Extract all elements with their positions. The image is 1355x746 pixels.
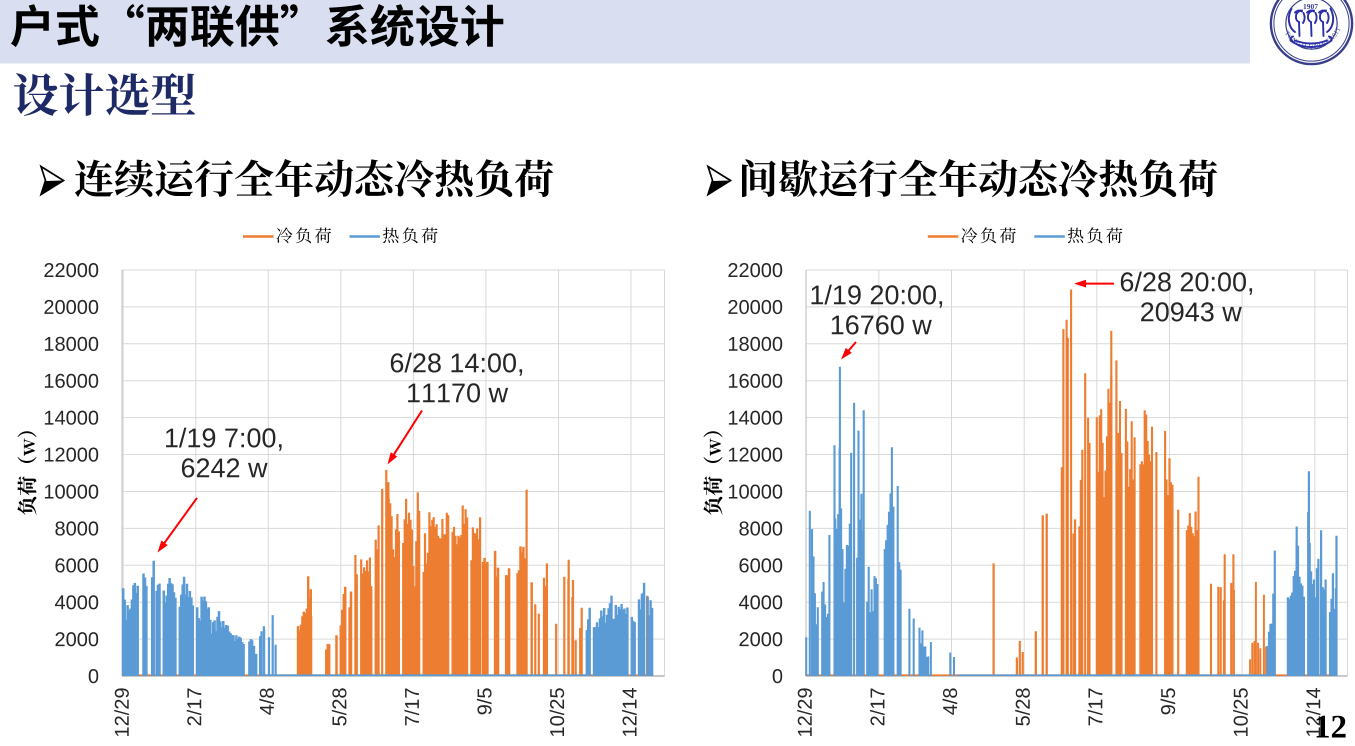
- svg-text:1907: 1907: [1303, 2, 1318, 11]
